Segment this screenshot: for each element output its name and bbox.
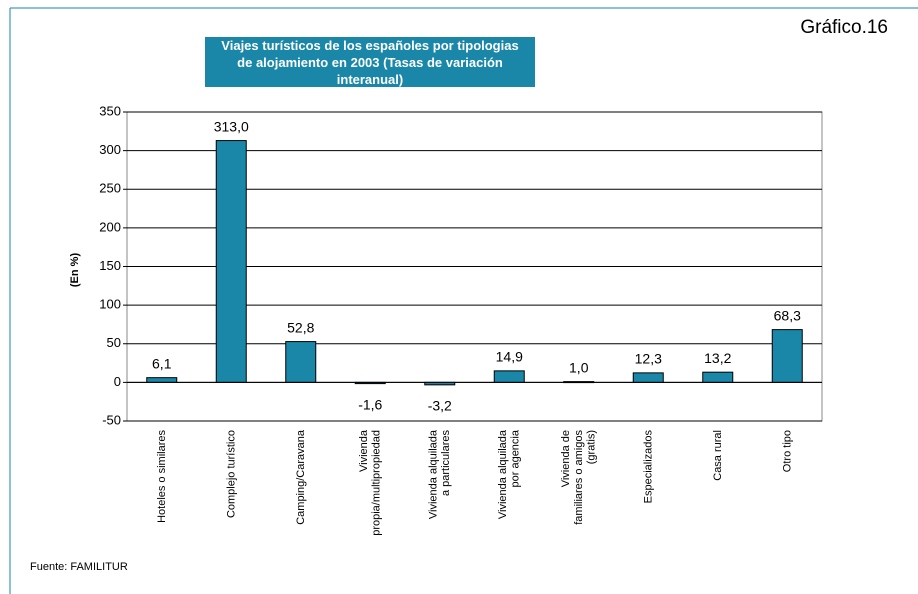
y-tick-label: 0 [114, 374, 121, 389]
value-label: 1,0 [569, 359, 589, 375]
x-tick-label: Camping/Caravana [295, 429, 307, 525]
x-tick-label: Especializados [642, 430, 654, 504]
y-tick-label: 200 [99, 219, 121, 234]
y-tick-label: 150 [99, 258, 121, 273]
bar [215, 140, 247, 383]
bar [146, 377, 178, 383]
value-label: -1,6 [358, 396, 382, 412]
x-tick-label: Hoteles o similares [156, 430, 168, 523]
figure-label: Gráfico.16 [800, 17, 888, 38]
value-label: 52,8 [287, 319, 314, 335]
x-tick-label: Vivienda defamiliares o amigos(gratis) [560, 430, 597, 525]
bar [771, 329, 803, 383]
x-tick-label: Otro tipo [781, 430, 793, 472]
y-axis-label: (En %) [69, 253, 81, 288]
y-tick-label: 100 [99, 297, 121, 312]
bar [632, 372, 664, 383]
value-label: 13,2 [704, 350, 731, 366]
x-tick-label: Complejo turístico [225, 430, 237, 518]
y-tick-label: 300 [99, 142, 121, 157]
y-tick-label: -50 [102, 412, 121, 427]
source: Fuente: FAMILITUR [30, 561, 128, 573]
bar [285, 341, 317, 383]
value-label: 68,3 [774, 307, 801, 323]
x-tick-label: Casa rural [712, 430, 724, 481]
value-label: 14,9 [496, 349, 523, 365]
x-tick-label: Vivienda alquiladaa particulares [427, 429, 452, 519]
bar [702, 371, 734, 383]
bar [493, 370, 525, 383]
chart-title: Viajes turísticos de los españoles por t… [205, 37, 535, 87]
y-tick-label: 50 [107, 335, 121, 350]
value-label: 12,3 [635, 351, 662, 367]
x-tick-label: Viviendapropia/multipropiedad [358, 429, 383, 536]
value-label: 6,1 [152, 355, 172, 371]
value-label: 313,0 [214, 118, 249, 134]
y-tick-label: 350 [99, 103, 121, 118]
y-tick-label: 250 [99, 181, 121, 196]
x-tick-label: Vivienda alquiladapor agencia [497, 429, 522, 519]
value-label: -3,2 [428, 398, 452, 414]
